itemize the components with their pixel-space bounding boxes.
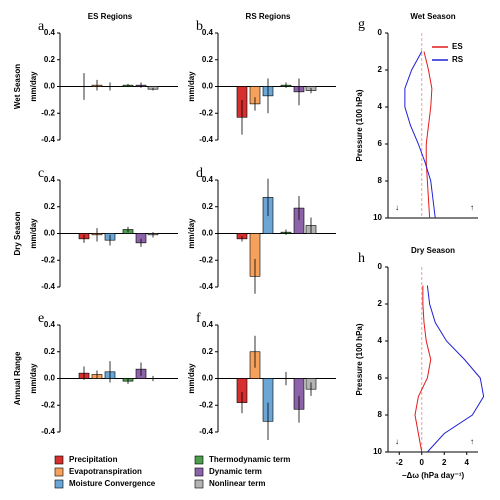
y-axis-label: Pressure (100 hPa) [355,89,364,161]
y-tick-label: -0.2 [41,108,55,117]
y-tick-label: -0.2 [41,255,55,264]
legend-label: ES [452,42,463,51]
y-tick-label: -0.4 [41,135,55,144]
y-tick-label: 0.0 [44,374,56,383]
y-tick-label: -0.4 [199,135,213,144]
y-tick-label: 0.0 [202,82,214,91]
y-axis-label: mm/day [29,218,38,249]
y-tick-label: 0.0 [44,229,56,238]
x-tick-label: 4 [465,458,470,467]
y-tick-label: 0.4 [202,175,214,184]
y-tick-label: -0.2 [199,108,213,117]
legend-label: Thermodynamic term [209,455,290,464]
legend-label: Nonlinear term [209,479,265,488]
y-tick-label: -0.4 [41,282,55,291]
y-axis-label: mm/day [187,218,196,249]
x-tick-label: 0 [420,458,425,467]
y-tick-label: 0.2 [44,347,56,356]
y-tick-label: 10 [373,213,382,222]
profile-line [404,51,436,219]
legend-swatch [194,455,204,465]
y-axis-label: mm/day [29,363,38,394]
y-tick-label: 0.4 [202,320,214,329]
legend-label: Dynamic term [209,467,262,476]
y-tick-label: 0.0 [202,374,214,383]
y-tick-label: -0.2 [41,400,55,409]
panel-letter: f [196,311,201,326]
panel-title: RS Regions [246,12,291,21]
panel-letter: h [358,251,365,266]
legend-swatch [54,467,64,477]
y-axis-label: mm/day [29,71,38,102]
panel-title: ES Regions [88,12,133,21]
x-axis-label: −Δω (hPa day⁻¹) [402,471,465,480]
panel-title: Wet Season [410,12,455,21]
profile-line [414,285,432,453]
legend-swatch [54,455,64,465]
x-tick-label: 2 [442,458,447,467]
y-tick-label: 8 [378,176,383,185]
profile-line [426,285,485,453]
y-tick-label: 0.2 [44,202,56,211]
annotation: ↑ [470,437,474,446]
y-tick-label: 0.4 [44,175,56,184]
annotation: ↓ [395,203,399,212]
panel-letter: c [38,166,44,181]
y-tick-label: 10 [373,447,382,456]
y-tick-label: 0.2 [202,202,214,211]
y-tick-label: 0.2 [44,55,56,64]
legend-label: RS [452,55,464,64]
panel-letter: e [38,311,44,326]
y-tick-label: 4 [378,336,383,345]
x-tick-label: -2 [396,458,404,467]
legend-swatch [194,467,204,477]
y-tick-label: 6 [378,139,383,148]
y-tick-label: 2 [378,65,383,74]
y-tick-label: 0.2 [202,55,214,64]
panel-letter: d [196,166,203,181]
y-tick-label: 0 [378,28,383,37]
panel-title: Dry Season [411,246,455,255]
row-label: Annual Range [13,351,22,405]
y-tick-label: 0.0 [44,82,56,91]
y-tick-label: 0.4 [44,320,56,329]
y-tick-label: 0 [378,262,383,271]
y-tick-label: 0.0 [202,229,214,238]
y-tick-label: -0.4 [41,427,55,436]
y-tick-label: 0.4 [202,28,214,37]
y-tick-label: -0.2 [199,255,213,264]
y-axis-label: mm/day [187,71,196,102]
y-tick-label: 8 [378,410,383,419]
y-tick-label: -0.4 [199,427,213,436]
legend-label: Precipitation [69,455,118,464]
legend-label: Evapotranspiration [69,467,142,476]
y-tick-label: 6 [378,373,383,382]
row-label: Dry Season [13,211,22,255]
legend-swatch [194,479,204,489]
y-tick-label: 2 [378,299,383,308]
legend-swatch [54,479,64,489]
panel-letter: g [358,17,365,32]
y-tick-label: 0.4 [44,28,56,37]
legend-label: Moisture Convergence [69,479,156,488]
y-tick-label: 0.2 [202,347,214,356]
annotation: ↓ [395,437,399,446]
y-tick-label: -0.4 [199,282,213,291]
y-axis-label: Pressure (100 hPa) [355,323,364,395]
y-axis-label: mm/day [187,363,196,394]
y-tick-label: 4 [378,102,383,111]
profile-line [423,51,433,219]
row-label: Wet Season [13,64,22,109]
annotation: ↑ [470,203,474,212]
panel-letter: a [38,19,45,34]
y-tick-label: -0.2 [199,400,213,409]
panel-letter: b [196,19,203,34]
